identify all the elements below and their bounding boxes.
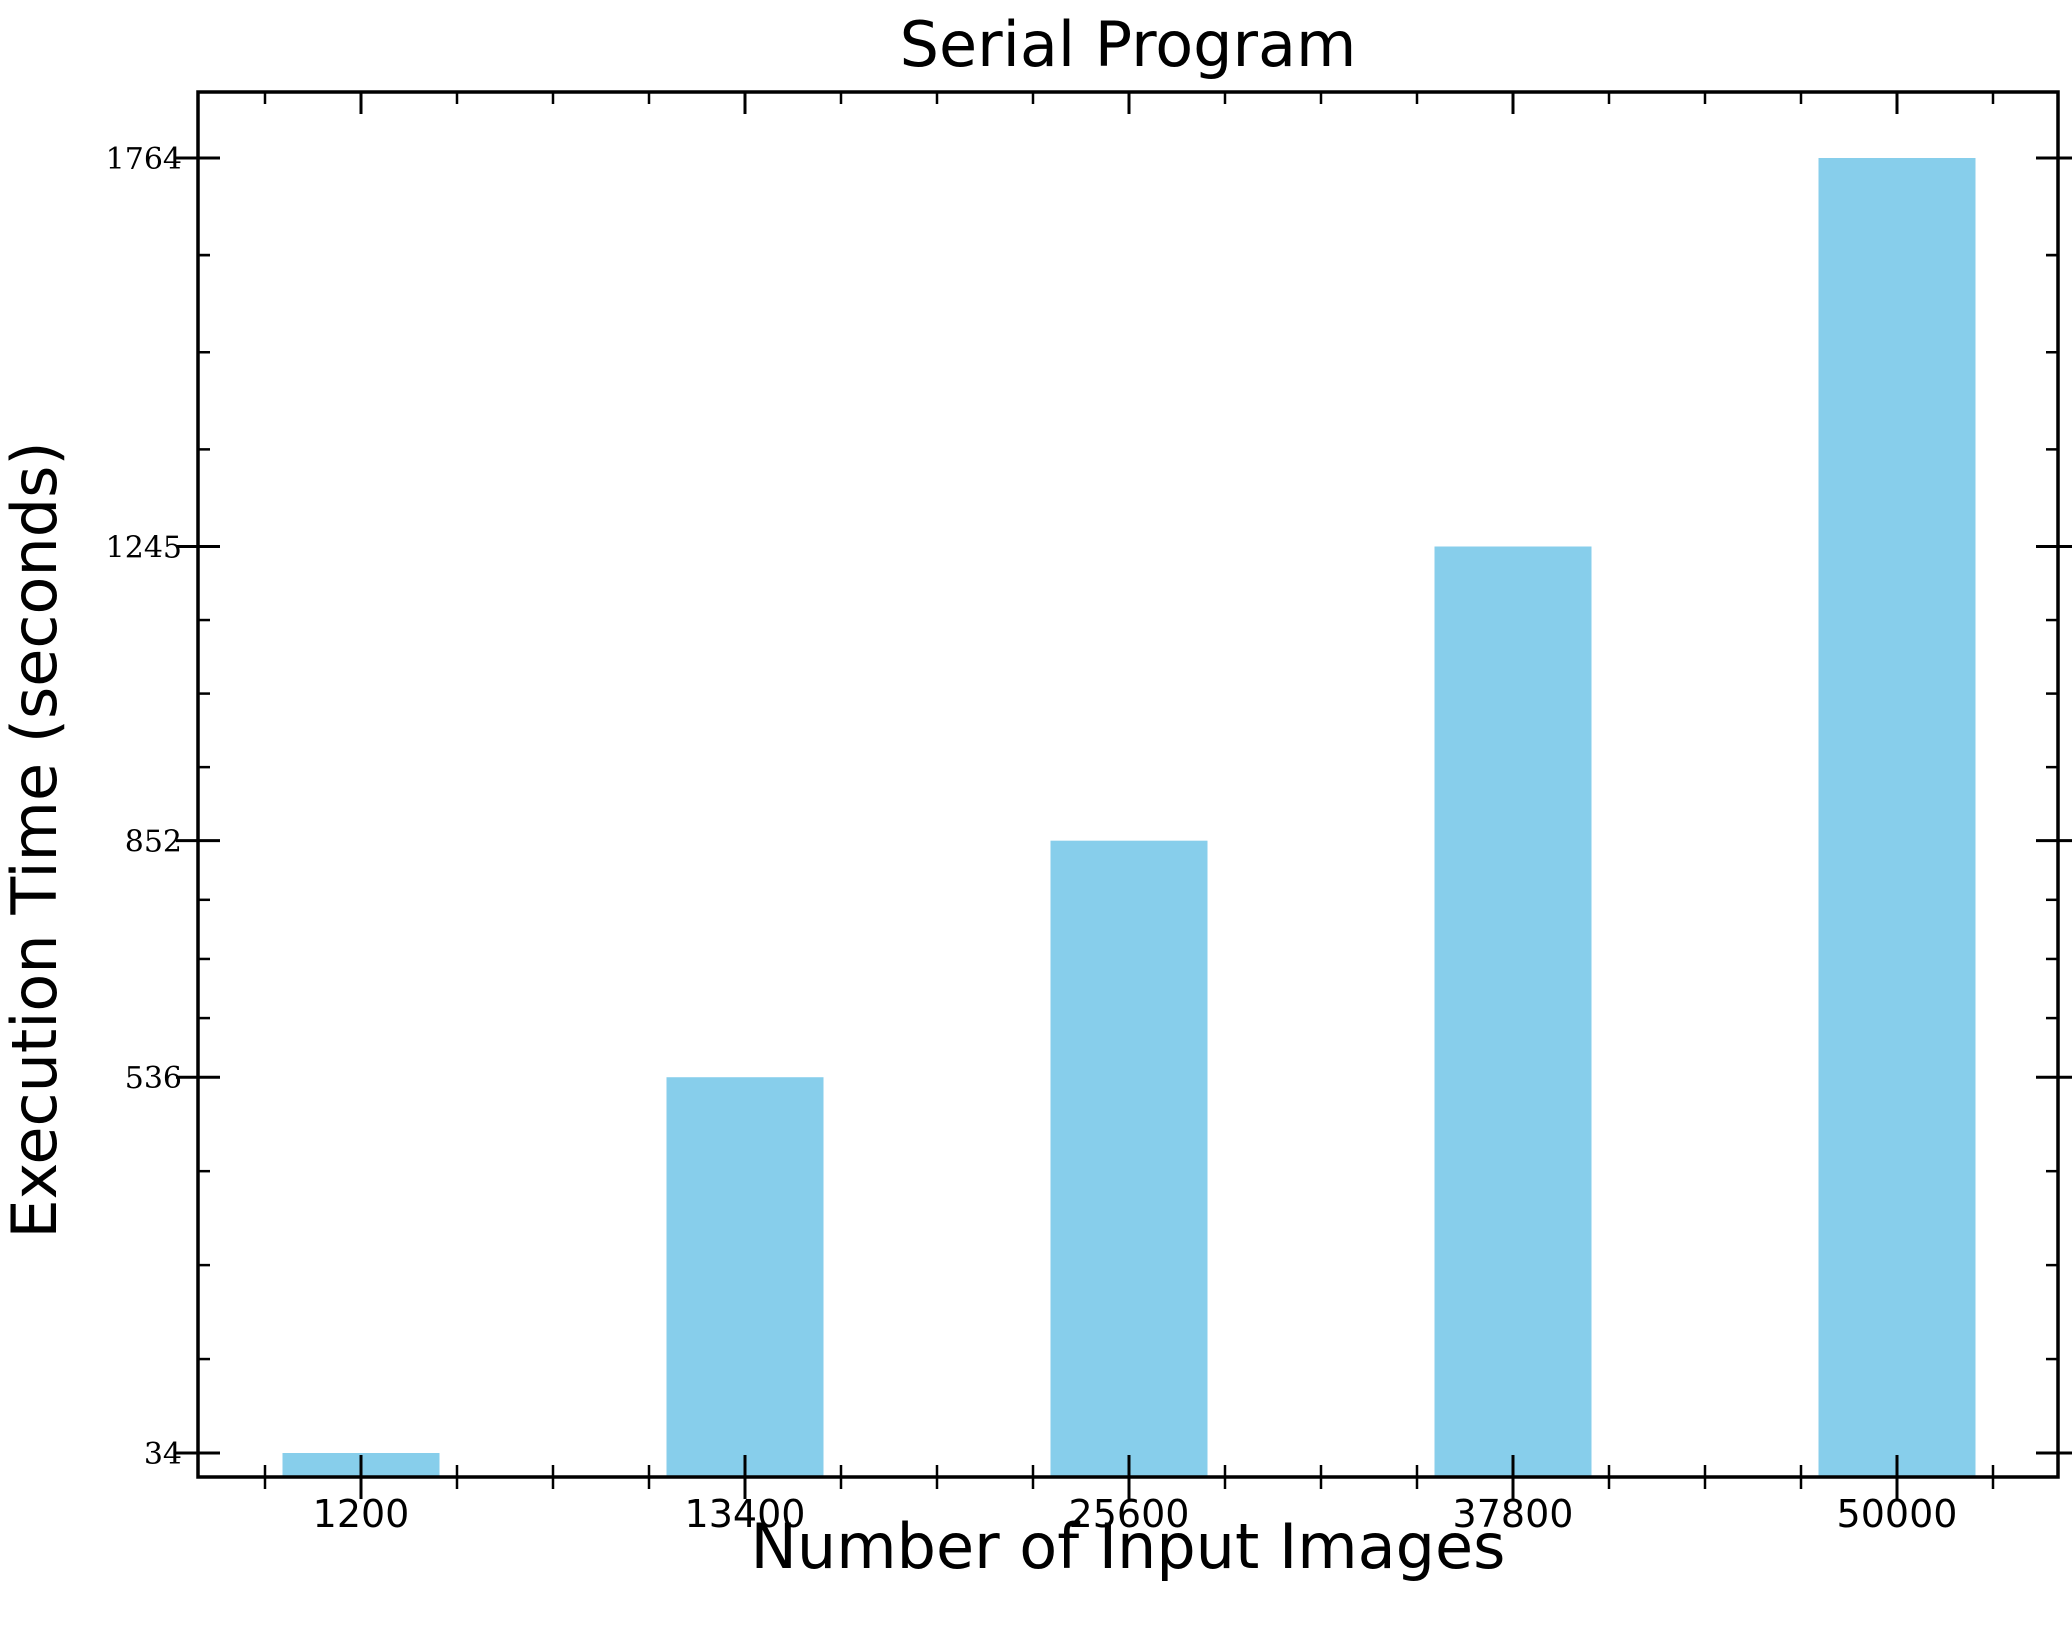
y-tick-label: 1764 — [106, 142, 182, 177]
y-tick-label: 34 — [144, 1437, 182, 1472]
x-tick-label: 50000 — [1837, 1492, 1958, 1536]
x-axis-label: Number of Input Images — [751, 1510, 1506, 1583]
bars-group — [282, 158, 1976, 1477]
y-tick-label: 536 — [125, 1061, 182, 1096]
x-tick-label: 13400 — [685, 1492, 806, 1536]
y-tick-label: 1245 — [106, 531, 182, 566]
chart-title: Serial Program — [900, 8, 1357, 81]
bar-50000 — [1818, 158, 1976, 1477]
x-tick-labels: 1200 13400 25600 37800 50000 — [313, 1492, 1958, 1536]
bar-25600 — [1050, 840, 1208, 1477]
bar-37800 — [1434, 546, 1592, 1477]
y-axis-label: Execution Time (seconds) — [0, 441, 71, 1238]
x-tick-label: 1200 — [313, 1492, 410, 1536]
y-tick-label: 852 — [125, 825, 182, 860]
x-tick-label: 25600 — [1069, 1492, 1190, 1536]
y-tick-labels: 34 536 852 1245 1764 — [106, 142, 182, 1472]
x-tick-label: 37800 — [1453, 1492, 1574, 1536]
plot-frame — [196, 90, 2060, 1479]
bar-13400 — [666, 1077, 824, 1477]
